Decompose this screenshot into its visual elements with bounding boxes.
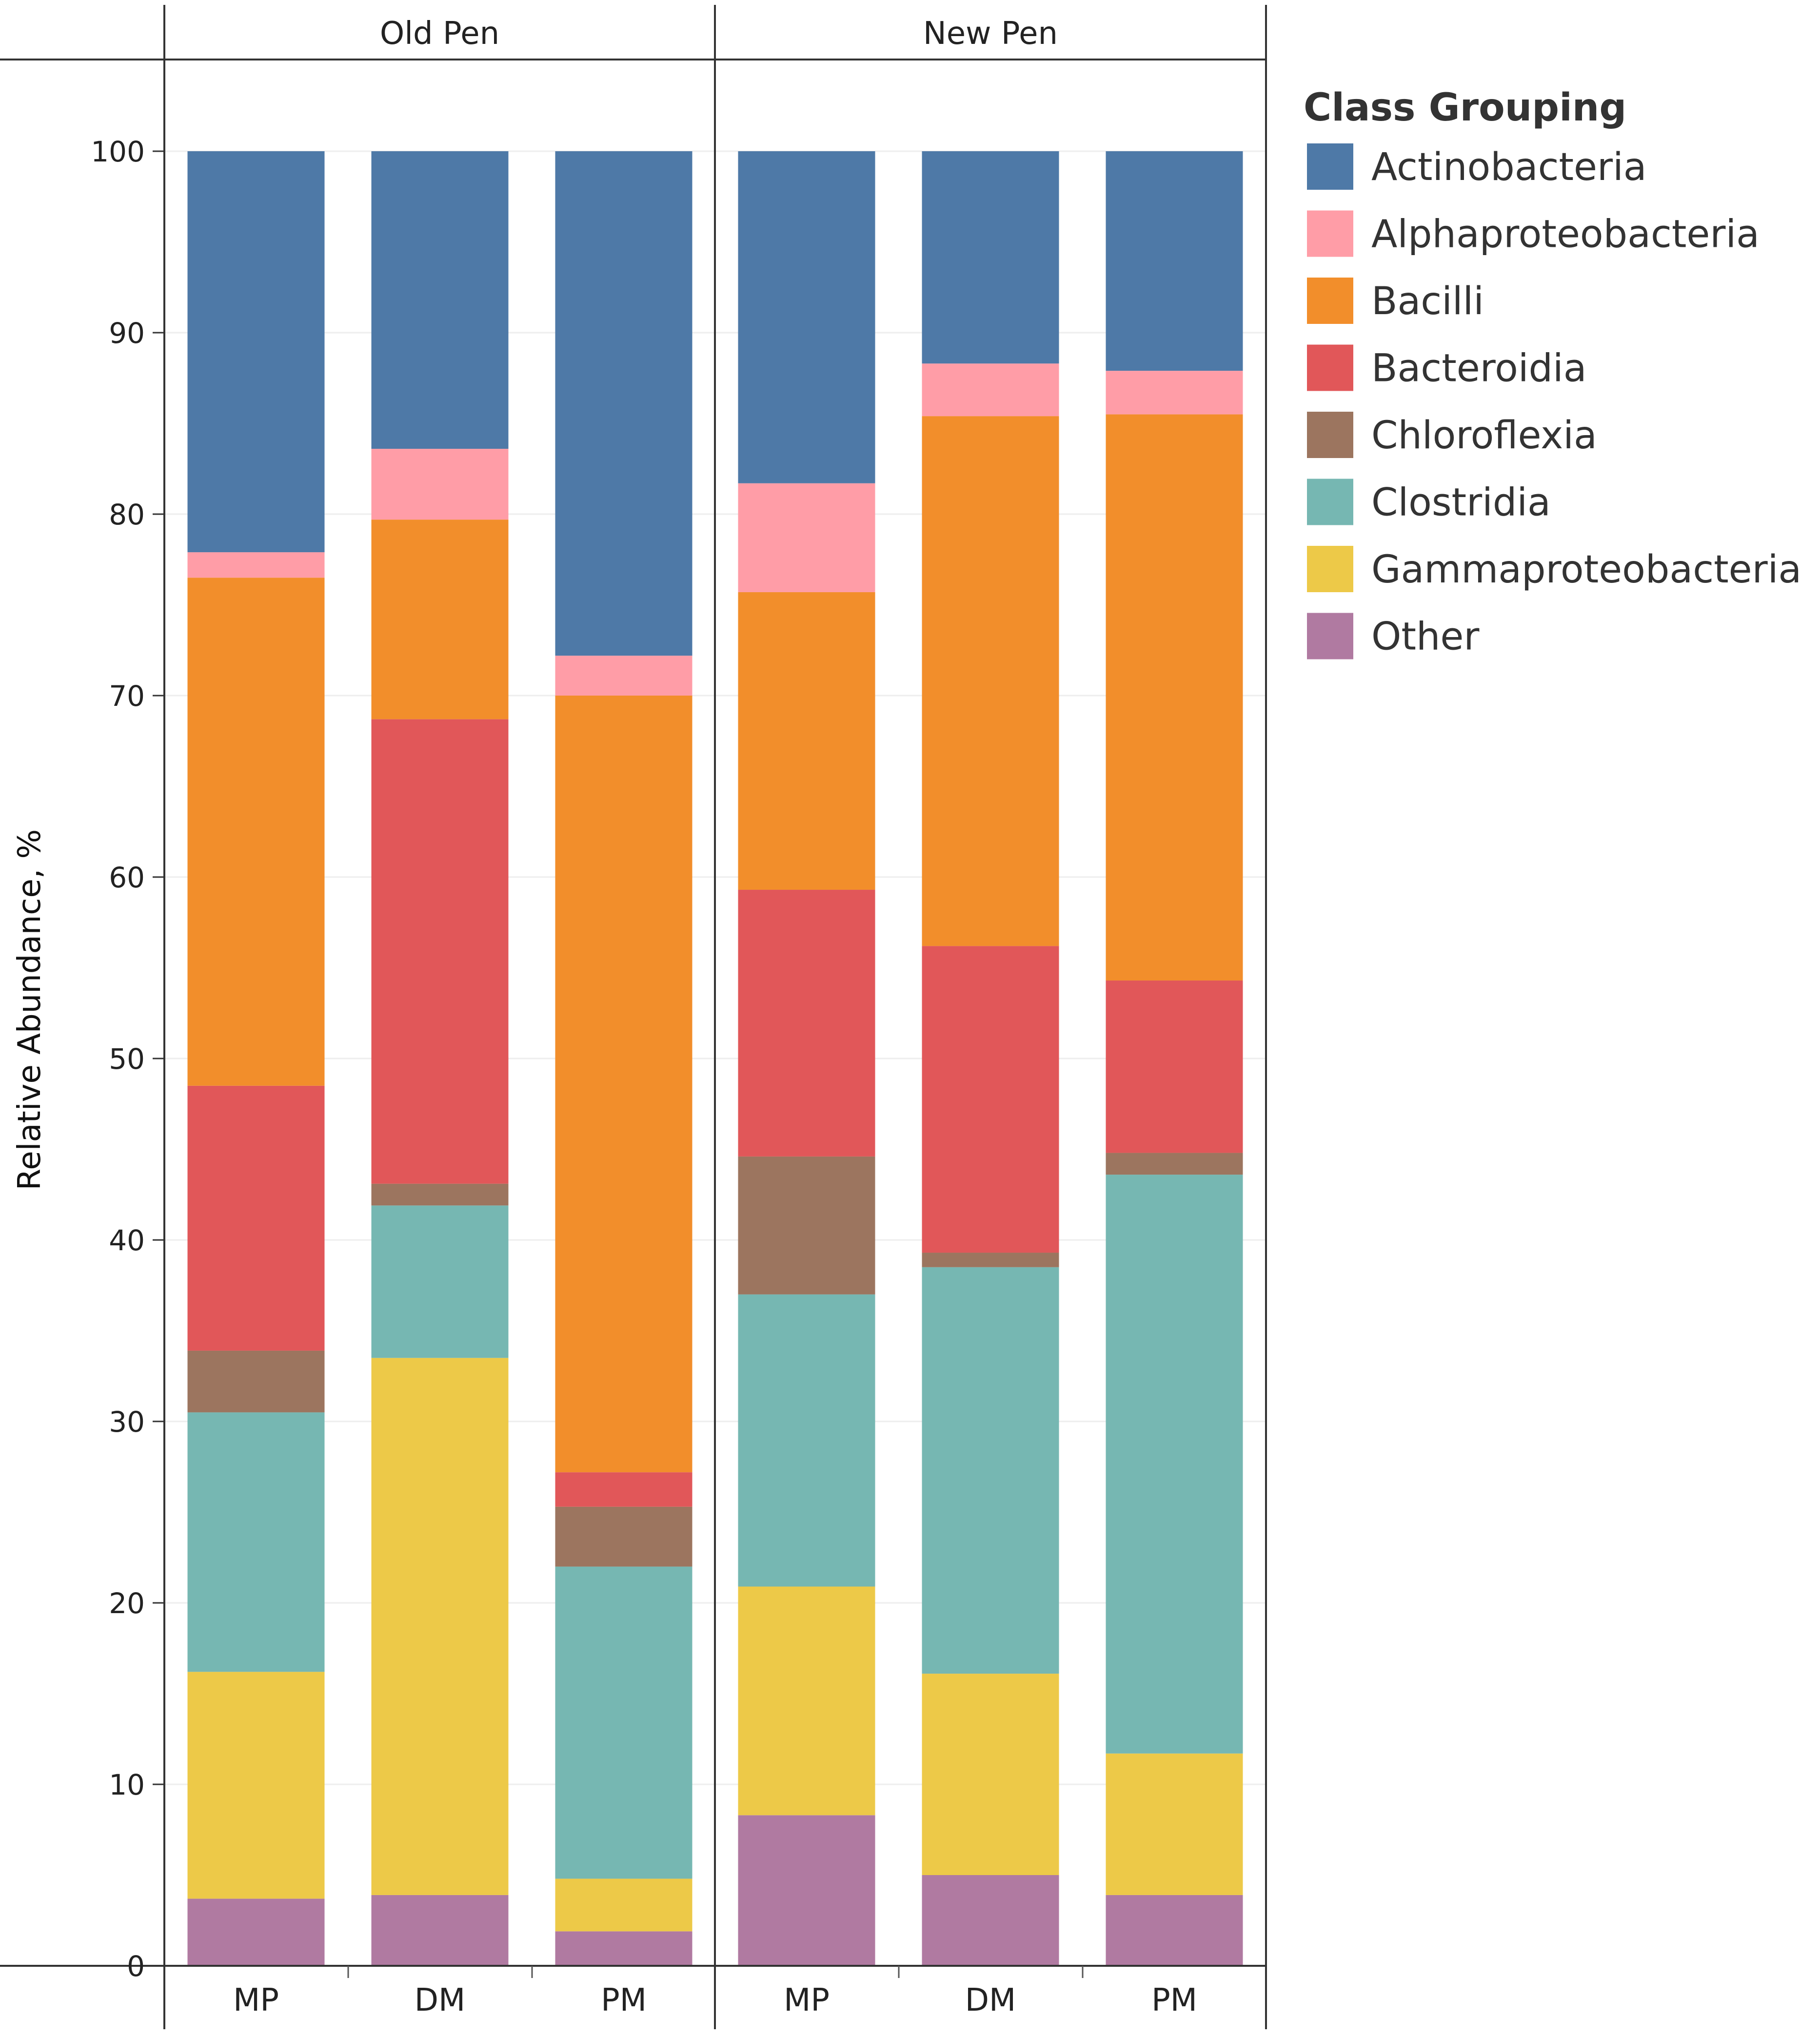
legend-title: Class Grouping xyxy=(1304,86,1626,130)
bar-segment-bacilli-old-pen-dm xyxy=(371,519,509,719)
bar-segment-gammaproteobacteria-new-pen-dm xyxy=(922,1674,1059,1875)
legend-label-chloroflexia: Chloroflexia xyxy=(1371,414,1597,458)
bar-segment-bacilli-old-pen-mp xyxy=(187,578,325,1086)
bar-segment-clostridia-new-pen-mp xyxy=(738,1294,875,1587)
legend: Class Grouping Actinobacteria Alphaproteo… xyxy=(1304,86,1801,659)
y-tick-label: 70 xyxy=(109,679,145,713)
chart-frame xyxy=(0,5,1267,2029)
legend-label-bacilli: Bacilli xyxy=(1371,280,1484,323)
y-tick-label: 100 xyxy=(91,135,145,168)
legend-label-clostridia: Clostridia xyxy=(1371,481,1551,525)
legend-swatch-gammaproteobacteria xyxy=(1307,546,1353,592)
x-category-label-dm: DM xyxy=(965,1982,1016,2018)
bar-segment-bacilli-new-pen-pm xyxy=(1106,414,1243,981)
bar-segment-chloroflexia-old-pen-mp xyxy=(187,1350,325,1413)
y-tick-label: 50 xyxy=(109,1042,145,1076)
facet-label-old-pen: Old Pen xyxy=(380,16,499,52)
y-tick-label: 60 xyxy=(109,861,145,894)
bar-segment-clostridia-old-pen-pm xyxy=(555,1566,692,1879)
bar-segment-other-new-pen-pm xyxy=(1106,1895,1243,1966)
bar-segment-actinobacteria-new-pen-dm xyxy=(922,151,1059,364)
bar-segment-alphaproteobacteria-old-pen-dm xyxy=(371,449,509,520)
y-tick-label: 10 xyxy=(109,1768,145,1801)
bar-segment-alphaproteobacteria-new-pen-dm xyxy=(922,363,1059,417)
legend-swatch-other xyxy=(1307,613,1353,659)
legend-swatch-clostridia xyxy=(1307,479,1353,525)
bar-segment-bacteroidia-new-pen-pm xyxy=(1106,980,1243,1153)
bar-segment-bacteroidia-new-pen-dm xyxy=(922,946,1059,1253)
bar-segment-clostridia-old-pen-dm xyxy=(371,1205,509,1358)
legend-swatch-chloroflexia xyxy=(1307,412,1353,458)
y-tick-label: 40 xyxy=(109,1224,145,1257)
bar-segment-other-old-pen-mp xyxy=(187,1898,325,1966)
legend-label-bacteroidia: Bacteroidia xyxy=(1371,347,1587,391)
bar-segment-actinobacteria-old-pen-dm xyxy=(371,151,509,449)
bar-segment-alphaproteobacteria-new-pen-mp xyxy=(738,483,875,592)
bar-segment-clostridia-new-pen-pm xyxy=(1106,1175,1243,1754)
y-axis-title: Relative Abundance, % xyxy=(12,829,48,1190)
bars xyxy=(187,151,1243,1966)
bar-segment-other-new-pen-mp xyxy=(738,1815,875,1966)
legend-swatch-bacteroidia xyxy=(1307,344,1353,391)
legend-swatch-actinobacteria xyxy=(1307,143,1353,190)
bar-segment-other-old-pen-dm xyxy=(371,1895,509,1966)
bar-segment-actinobacteria-new-pen-mp xyxy=(738,151,875,483)
bar-segment-chloroflexia-old-pen-pm xyxy=(555,1506,692,1567)
bar-segment-gammaproteobacteria-old-pen-dm xyxy=(371,1358,509,1895)
bar-segment-bacilli-new-pen-mp xyxy=(738,592,875,890)
bar-segment-alphaproteobacteria-old-pen-pm xyxy=(555,656,692,696)
bar-segment-actinobacteria-old-pen-mp xyxy=(187,151,325,553)
x-category-label-pm: PM xyxy=(1151,1982,1197,2018)
bar-segment-alphaproteobacteria-new-pen-pm xyxy=(1106,371,1243,415)
y-axis-ticks: 0 10 20 30 40 50 60 70 80 90 100 xyxy=(91,135,164,1983)
bar-segment-actinobacteria-new-pen-pm xyxy=(1106,151,1243,371)
facet-headers: Old Pen New Pen xyxy=(380,16,1058,52)
bar-segment-other-old-pen-pm xyxy=(555,1931,692,1966)
legend-label-gammaproteobacteria: Gammaproteobacteria xyxy=(1371,548,1801,592)
legend-label-actinobacteria: Actinobacteria xyxy=(1371,145,1647,189)
y-tick-label: 80 xyxy=(109,498,145,531)
y-tick-label: 20 xyxy=(109,1587,145,1620)
bar-segment-gammaproteobacteria-new-pen-mp xyxy=(738,1586,875,1816)
x-category-label-pm: PM xyxy=(601,1982,647,2018)
bar-segment-chloroflexia-new-pen-mp xyxy=(738,1156,875,1295)
x-category-label-mp: MP xyxy=(233,1982,279,2018)
bar-segment-bacilli-old-pen-pm xyxy=(555,696,692,1473)
bar-segment-gammaproteobacteria-old-pen-mp xyxy=(187,1672,325,1899)
bar-segment-other-new-pen-dm xyxy=(922,1875,1059,1966)
y-tick-label: 0 xyxy=(127,1950,145,1983)
bar-segment-chloroflexia-new-pen-pm xyxy=(1106,1153,1243,1175)
legend-label-alphaproteobacteria: Alphaproteobacteria xyxy=(1371,213,1760,257)
bar-segment-gammaproteobacteria-new-pen-pm xyxy=(1106,1753,1243,1895)
legend-swatch-bacilli xyxy=(1307,278,1353,324)
bar-segment-alphaproteobacteria-old-pen-mp xyxy=(187,552,325,578)
y-tick-label: 30 xyxy=(109,1405,145,1439)
legend-swatch-alphaproteobacteria xyxy=(1307,210,1353,257)
x-category-label-dm: DM xyxy=(415,1982,466,2018)
bar-segment-chloroflexia-new-pen-dm xyxy=(922,1253,1059,1267)
bar-segment-chloroflexia-old-pen-dm xyxy=(371,1183,509,1206)
bar-segment-gammaproteobacteria-old-pen-pm xyxy=(555,1878,692,1932)
bar-segment-bacilli-new-pen-dm xyxy=(922,416,1059,946)
facet-label-new-pen: New Pen xyxy=(923,16,1058,52)
bar-segment-clostridia-old-pen-mp xyxy=(187,1412,325,1672)
bar-segment-clostridia-new-pen-dm xyxy=(922,1267,1059,1674)
bar-segment-bacteroidia-old-pen-mp xyxy=(187,1085,325,1351)
x-category-label-mp: MP xyxy=(784,1982,830,2018)
bar-segment-bacteroidia-new-pen-mp xyxy=(738,890,875,1157)
bar-segment-bacteroidia-old-pen-dm xyxy=(371,719,509,1184)
legend-label-other: Other xyxy=(1371,615,1480,659)
bar-segment-bacteroidia-old-pen-pm xyxy=(555,1472,692,1507)
x-axis-categories: MP DM PM MP DM PM xyxy=(233,1982,1197,2018)
bar-segment-actinobacteria-old-pen-pm xyxy=(555,151,692,656)
y-tick-label: 90 xyxy=(109,317,145,350)
